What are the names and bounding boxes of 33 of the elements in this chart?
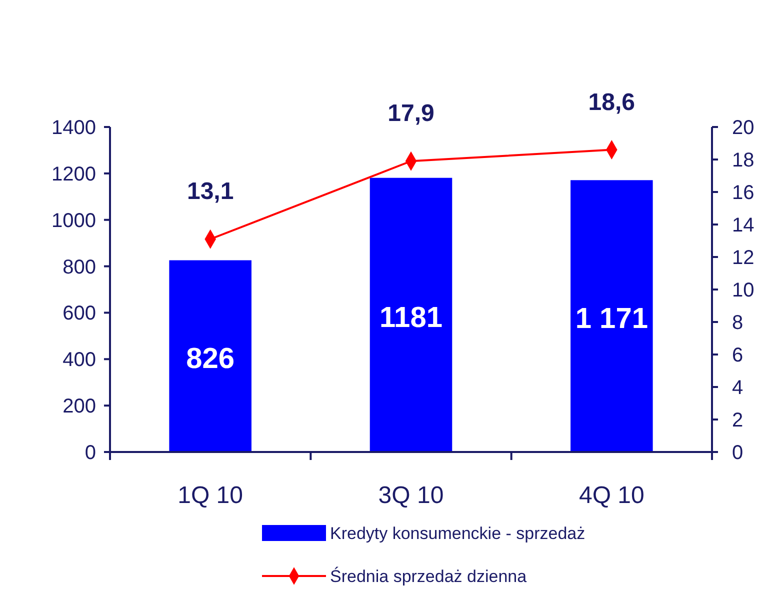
x-tick-label: 1Q 10 — [178, 482, 244, 509]
y-tick-label: 600 — [62, 302, 96, 325]
y-tick-label: 800 — [62, 256, 96, 278]
bar — [370, 178, 452, 452]
data-label: 1 171 — [575, 303, 648, 336]
y2-tick-label: 10 — [732, 280, 754, 302]
data-label: 826 — [186, 343, 235, 376]
y-tick-label: 400 — [62, 349, 96, 372]
y2-tick-label: 20 — [732, 117, 754, 139]
y-tick-label: 1200 — [52, 163, 96, 186]
data-label: 17,9 — [388, 100, 434, 128]
y2-tick-label: 8 — [732, 312, 744, 334]
data-label: 18,6 — [588, 88, 636, 116]
y2-tick-label: 18 — [732, 150, 754, 172]
y-tick-label: 200 — [62, 396, 96, 418]
bar — [169, 260, 252, 452]
bar — [570, 180, 653, 452]
x-tick-label: 3Q 10 — [378, 482, 444, 509]
y-tick-label: 1400 — [52, 117, 96, 139]
y2-tick-label: 16 — [732, 182, 754, 204]
y2-tick-label: 6 — [732, 344, 744, 366]
y2-tick-label: 14 — [732, 214, 754, 236]
y-tick-label: 0 — [84, 442, 96, 464]
y-tick-label: 1000 — [52, 210, 96, 232]
legend-label: Średnia sprzedaż dzienna — [330, 566, 528, 586]
y2-tick-label: 12 — [732, 247, 754, 269]
y2-tick-label: 2 — [732, 410, 744, 432]
y2-tick-label: 4 — [732, 377, 744, 399]
legend-label: Kredyty konsumenckie - sprzedaż — [330, 524, 586, 543]
data-label: 1181 — [380, 302, 442, 334]
data-label: 13,1 — [186, 178, 234, 206]
y2-tick-label: 0 — [732, 442, 744, 464]
x-tick-label: 4Q 10 — [578, 482, 644, 509]
